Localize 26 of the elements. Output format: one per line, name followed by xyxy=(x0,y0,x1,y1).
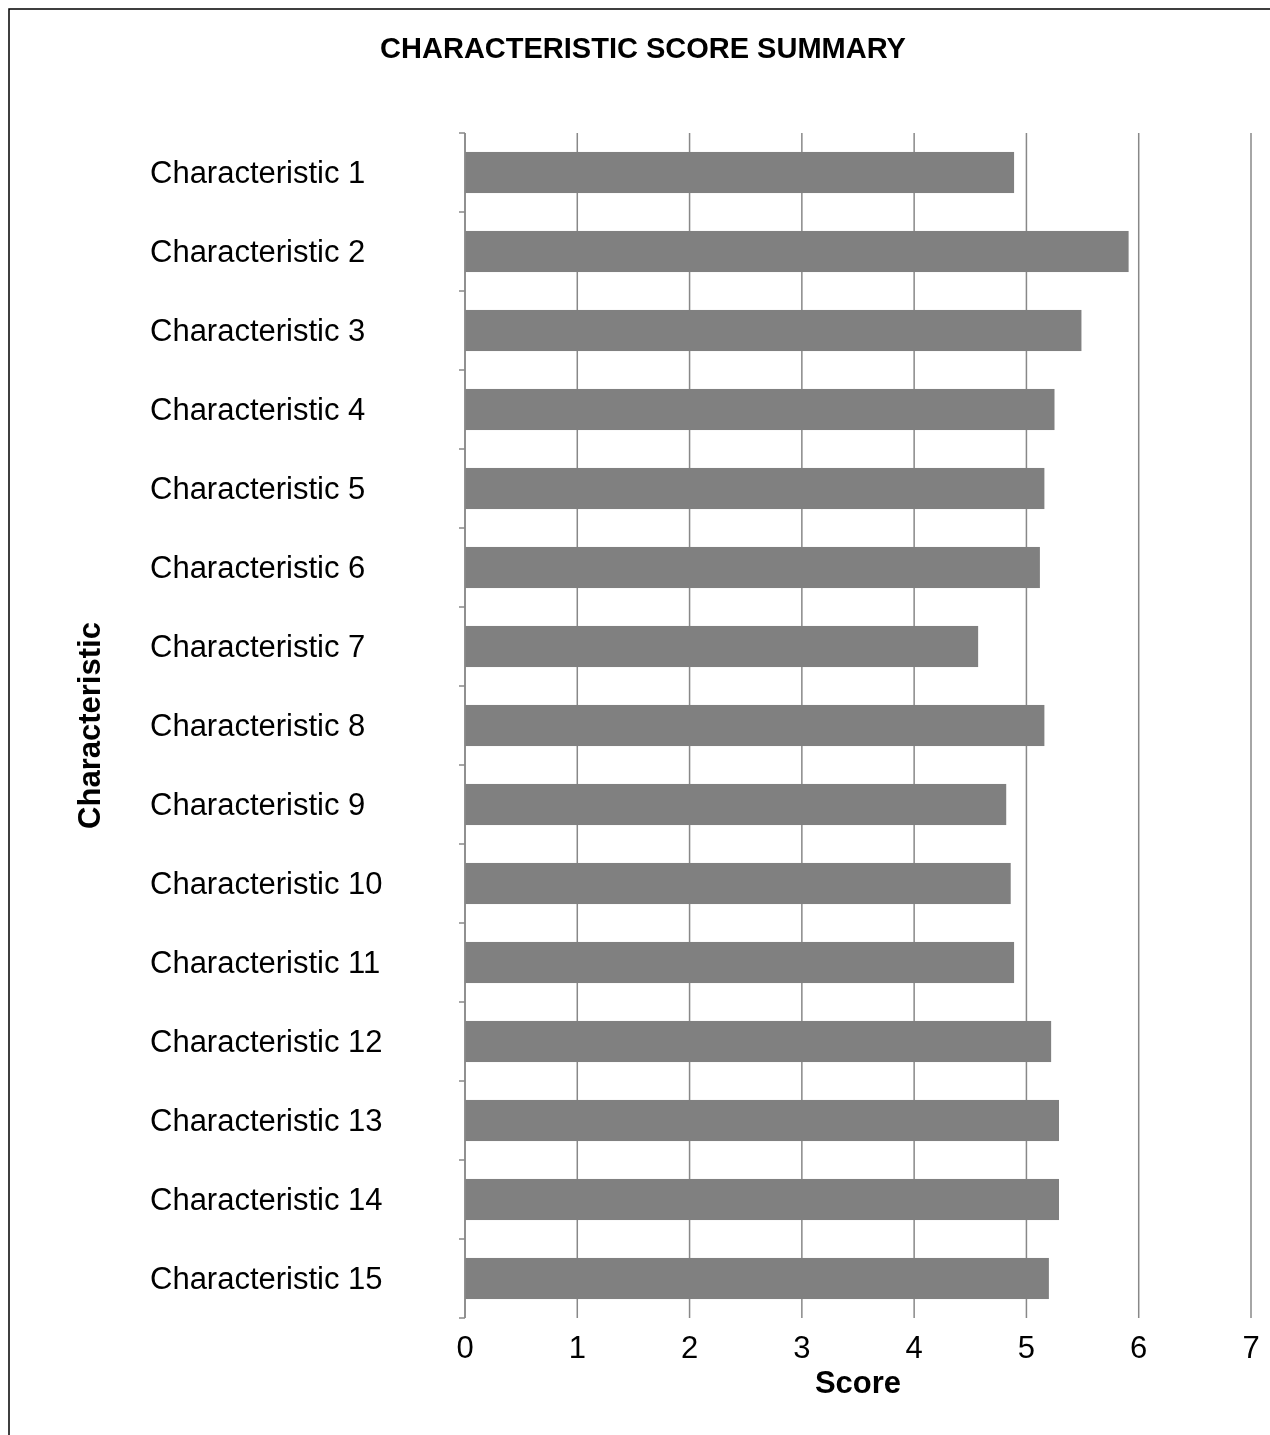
y-tick-label: Characteristic 10 xyxy=(150,866,383,901)
y-tick-label: Characteristic 7 xyxy=(150,629,366,664)
x-tick-label: 1 xyxy=(568,1330,586,1365)
y-tick-label: Characteristic 6 xyxy=(150,550,366,585)
x-tick-label: 6 xyxy=(1130,1330,1148,1365)
y-tick-label: Characteristic 3 xyxy=(150,313,366,348)
y-tick-label: Characteristic 11 xyxy=(150,945,381,980)
x-tick-label: 3 xyxy=(793,1330,811,1365)
x-tick-label: 2 xyxy=(680,1330,699,1365)
x-tick-label: 4 xyxy=(905,1330,923,1365)
x-tick-label: 0 xyxy=(456,1330,474,1365)
x-tick-label: 7 xyxy=(1242,1330,1260,1365)
y-tick-label: Characteristic 2 xyxy=(150,234,366,269)
x-tick-label: 5 xyxy=(1017,1330,1036,1365)
y-axis-title: Characteristic xyxy=(72,622,107,829)
y-tick-label: Characteristic 14 xyxy=(150,1182,383,1217)
y-tick-label: Characteristic 13 xyxy=(150,1103,383,1138)
y-tick-label: Characteristic 4 xyxy=(150,392,366,427)
y-tick-label: Characteristic 12 xyxy=(150,1024,383,1059)
x-axis-title: Score xyxy=(814,1365,902,1400)
y-tick-label: Characteristic 5 xyxy=(150,471,366,506)
y-tick-label: Characteristic 1 xyxy=(150,155,366,190)
y-tick-label: Characteristic 8 xyxy=(150,708,366,743)
y-tick-label: Characteristic 9 xyxy=(150,787,366,822)
chart-title: CHARACTERISTIC SCORE SUMMARY xyxy=(380,32,906,64)
y-tick-label: Characteristic 15 xyxy=(150,1261,383,1296)
